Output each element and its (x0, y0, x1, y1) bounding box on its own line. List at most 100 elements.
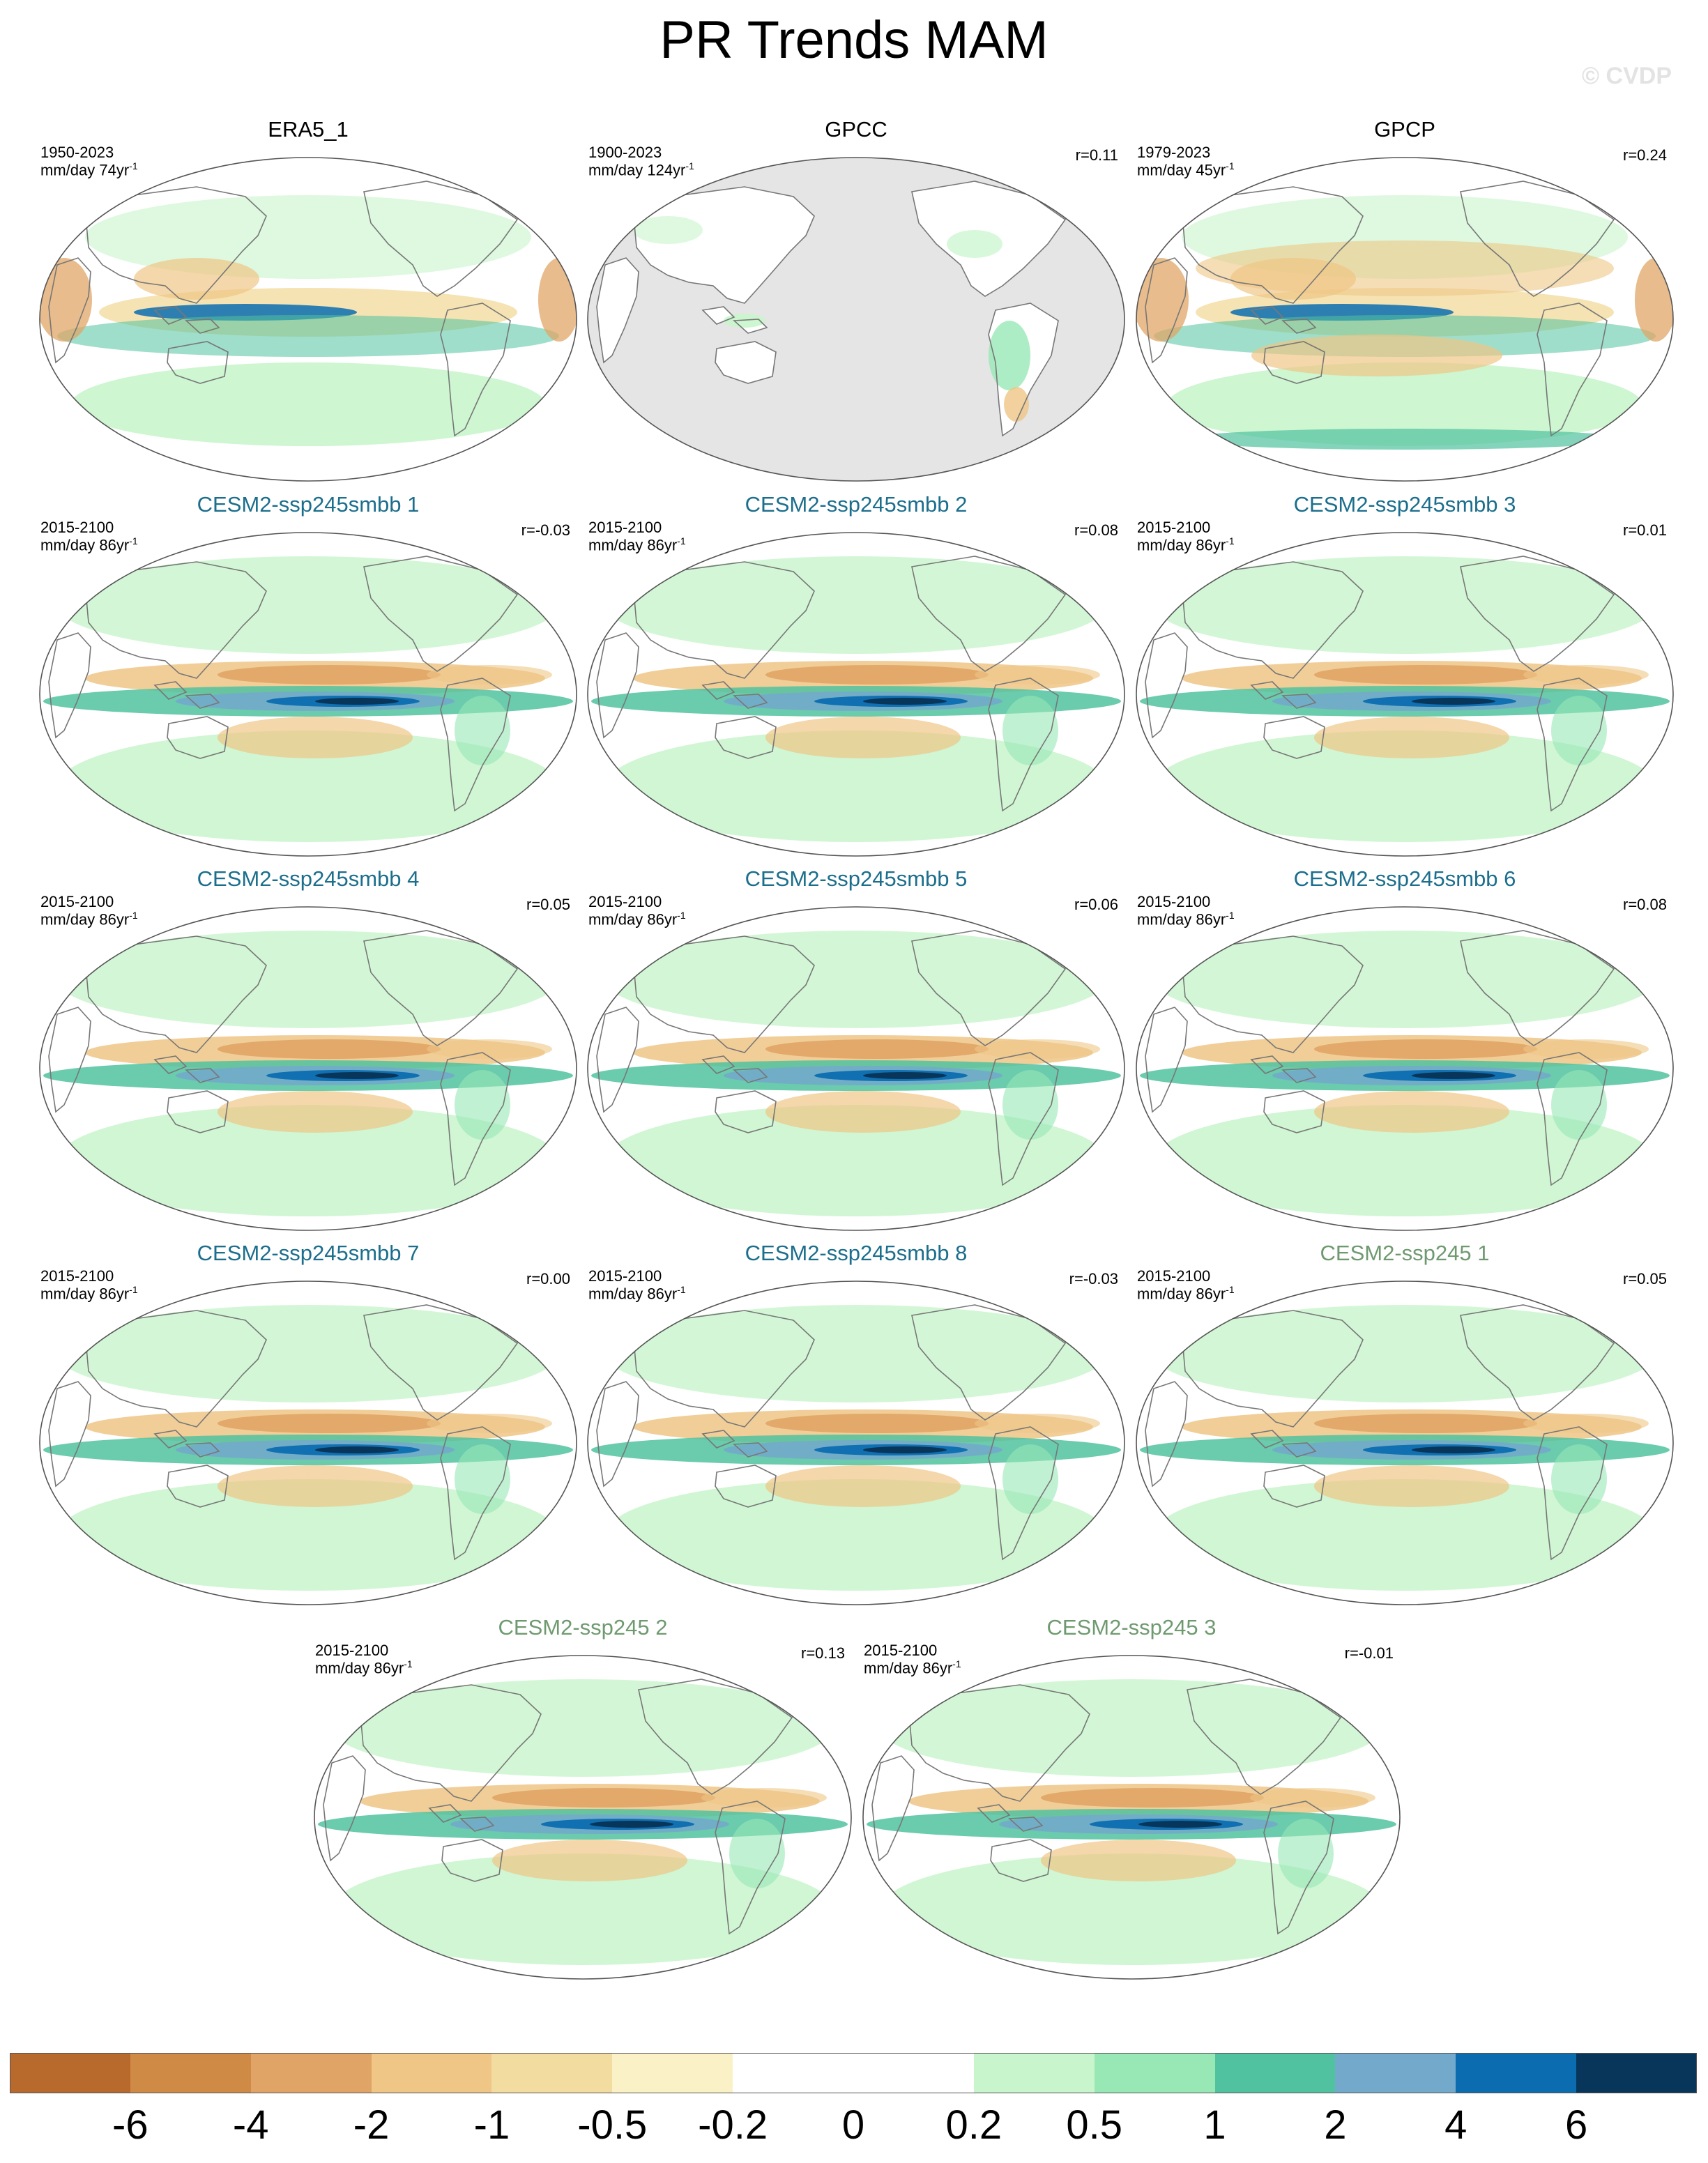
panel-units: mm/day 86yr-1 (40, 535, 138, 554)
panel-correlation: r=0.08 (1623, 896, 1667, 913)
global-map (1136, 532, 1674, 857)
panel-units: mm/day 86yr-1 (588, 910, 686, 928)
panel-units-text: mm/day 74yr (40, 161, 130, 179)
map-panel: CESM2-ssp245 3 2015-2100 mm/day 86yr-1 r=-0… (860, 1615, 1403, 1985)
units-exponent: -1 (685, 160, 694, 171)
panel-correlation: r=-0.03 (521, 521, 570, 539)
panel-correlation: r=0.13 (801, 1644, 845, 1662)
panel-units-text: mm/day 86yr (1137, 536, 1226, 554)
colorbar-segment (1214, 2053, 1336, 2093)
panel-title: CESM2-ssp245smbb 7 (197, 1241, 420, 1265)
colorbar-tick-label: 0.2 (945, 2102, 1002, 2148)
panel-units-text: mm/day 86yr (588, 1285, 678, 1303)
panel-title: CESM2-ssp245smbb 2 (745, 492, 968, 517)
units-exponent: -1 (677, 1284, 686, 1295)
map-panel: CESM2-ssp245smbb 2 2015-2100 mm/day 86yr-1… (584, 492, 1128, 862)
panel-units: mm/day 86yr-1 (588, 535, 686, 554)
panel-units: mm/day 124yr-1 (588, 160, 694, 179)
panel-period: 2015-2100 (40, 893, 114, 910)
panel-units: mm/day 45yr-1 (1137, 160, 1235, 179)
colorbar-tick-label: 4 (1444, 2102, 1467, 2148)
panel-correlation: r=0.05 (526, 896, 570, 913)
panel-units: mm/day 86yr-1 (1137, 1284, 1235, 1303)
panel-correlation: r=-0.03 (1069, 1270, 1118, 1287)
panel-units-text: mm/day 86yr (40, 536, 130, 554)
panel-period: 1950-2023 (40, 144, 114, 161)
units-exponent: -1 (1226, 535, 1235, 547)
colorbar-segment (853, 2053, 975, 2093)
map-panel: CESM2-ssp245smbb 6 2015-2100 mm/day 86yr-1… (1133, 866, 1677, 1236)
map-panel: CESM2-ssp245smbb 7 2015-2100 mm/day 86yr-1… (36, 1241, 580, 1610)
panel-units-text: mm/day 86yr (40, 1285, 130, 1303)
panel-period: 2015-2100 (40, 1267, 114, 1285)
panel-units: mm/day 86yr-1 (315, 1658, 413, 1677)
panel-period: 2015-2100 (40, 519, 114, 536)
panel-units: mm/day 86yr-1 (864, 1658, 961, 1677)
panel-period: 1900-2023 (588, 144, 662, 161)
panel-units: mm/day 74yr-1 (40, 160, 138, 179)
colorbar-tick-label: 0 (841, 2102, 865, 2148)
panel-units: mm/day 86yr-1 (588, 1284, 686, 1303)
colorbar-tick-label: -2 (353, 2102, 390, 2148)
panel-correlation: r=0.06 (1074, 896, 1118, 913)
panel-title: CESM2-ssp245smbb 1 (197, 492, 420, 517)
panel-units-text: mm/day 86yr (1137, 910, 1226, 928)
global-map (587, 532, 1125, 857)
units-exponent: -1 (677, 910, 686, 921)
colorbar-segment (1094, 2053, 1216, 2093)
units-exponent: -1 (129, 160, 138, 171)
cvdp-watermark: © CVDP (1582, 63, 1672, 89)
colorbar-segment (1576, 2053, 1698, 2093)
map-panel: CESM2-ssp245smbb 1 2015-2100 mm/day 86yr-1… (36, 492, 580, 862)
panel-period: 2015-2100 (1137, 1267, 1211, 1285)
global-map (587, 906, 1125, 1231)
colorbar-tick-label: 0.5 (1066, 2102, 1123, 2148)
colorbar-segment (371, 2053, 492, 2093)
units-exponent: -1 (1226, 910, 1235, 921)
panel-units-text: mm/day 86yr (588, 536, 678, 554)
map-panel: GPCC 1900-2023 mm/day 124yr-1 r=0.11 (584, 117, 1128, 487)
global-map (39, 157, 577, 482)
colorbar-segment (491, 2053, 613, 2093)
panel-units-text: mm/day 86yr (315, 1659, 404, 1677)
global-map (39, 906, 577, 1231)
colorbar (10, 2053, 1698, 2095)
panel-period: 2015-2100 (864, 1642, 938, 1659)
panel-units-text: mm/day 86yr (588, 910, 678, 928)
panel-units-text: mm/day 124yr (588, 161, 686, 179)
colorbar-segment (973, 2053, 1095, 2093)
global-map (39, 1281, 577, 1605)
map-panel: CESM2-ssp245smbb 3 2015-2100 mm/day 86yr-1… (1133, 492, 1677, 862)
panel-period: 2015-2100 (315, 1642, 389, 1659)
panel-correlation: r=0.01 (1623, 521, 1667, 539)
panel-title: CESM2-ssp245 2 (498, 1615, 668, 1640)
colorbar-tick-label: 2 (1324, 2102, 1347, 2148)
map-panel: CESM2-ssp245smbb 4 2015-2100 mm/day 86yr-1… (36, 866, 580, 1236)
units-exponent: -1 (1226, 1284, 1235, 1295)
global-map (587, 1281, 1125, 1605)
colorbar-tick-label: -6 (112, 2102, 148, 2148)
global-map (1136, 906, 1674, 1231)
panel-units-text: mm/day 45yr (1137, 161, 1226, 179)
colorbar-segment (612, 2053, 733, 2093)
units-exponent: -1 (129, 535, 138, 547)
units-exponent: -1 (404, 1658, 413, 1669)
colorbar-segment (10, 2053, 131, 2093)
panel-units: mm/day 86yr-1 (40, 1284, 138, 1303)
global-map (1136, 157, 1674, 482)
units-exponent: -1 (1226, 160, 1235, 171)
panel-units: mm/day 86yr-1 (1137, 535, 1235, 554)
colorbar-tick-label: -0.2 (698, 2102, 768, 2148)
panel-period: 2015-2100 (588, 519, 662, 536)
colorbar-tick-label: 6 (1565, 2102, 1588, 2148)
global-map (587, 157, 1125, 482)
panel-period: 1979-2023 (1137, 144, 1211, 161)
panel-units: mm/day 86yr-1 (1137, 910, 1235, 928)
panel-correlation: r=-0.01 (1344, 1644, 1394, 1662)
panel-period: 2015-2100 (1137, 893, 1211, 910)
panel-title: ERA5_1 (268, 117, 349, 142)
map-panel: CESM2-ssp245 1 2015-2100 mm/day 86yr-1 r=0.… (1133, 1241, 1677, 1610)
panel-title: CESM2-ssp245smbb 6 (1293, 866, 1516, 891)
panel-period: 2015-2100 (588, 1267, 662, 1285)
panel-period: 2015-2100 (588, 893, 662, 910)
